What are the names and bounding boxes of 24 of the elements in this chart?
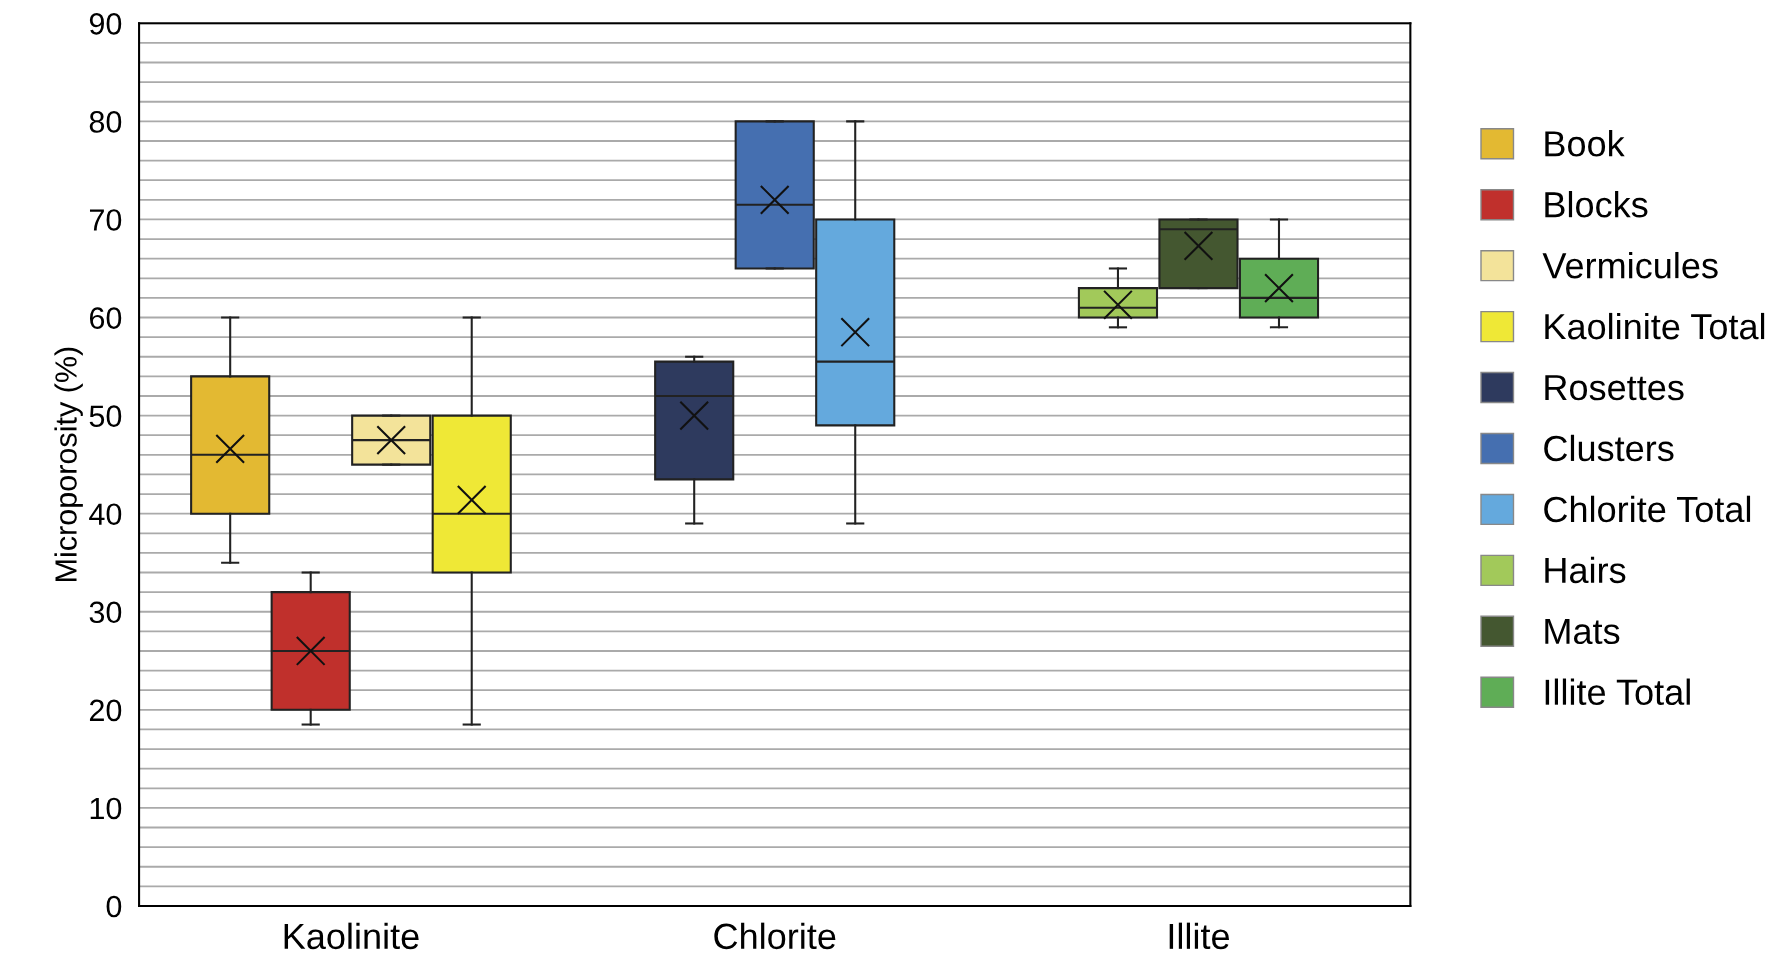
y-tick-label: 80: [89, 111, 122, 133]
y-tick-label: 20: [89, 699, 122, 722]
y-tick-label: 90: [89, 13, 122, 35]
legend-label: Rosettes: [1545, 375, 1684, 401]
legend-label: Chlorite Total: [1544, 495, 1751, 523]
y-tick-label: 10: [90, 797, 122, 820]
x-tick-label: Kaolinite: [284, 922, 419, 950]
legend-label: Kaolinite Total: [1545, 312, 1765, 340]
y-tick-label: 50: [89, 405, 122, 427]
legend-label: Hairs: [1545, 556, 1626, 584]
y-tick-label: 70: [89, 209, 122, 231]
legend-label: Clusters: [1544, 434, 1674, 462]
y-tick-label: 0: [106, 895, 122, 918]
y-axis-title: Microporosity (%): [54, 347, 83, 581]
y-tick-label: 60: [89, 307, 122, 329]
legend-label: Mats: [1545, 618, 1620, 645]
legend-label: Vermicules: [1542, 251, 1718, 279]
x-tick-label: Illite: [1169, 922, 1229, 950]
legend-label: Book: [1545, 130, 1625, 157]
legend-label: Blocks: [1545, 191, 1648, 218]
y-tick-label: 30: [89, 601, 122, 624]
legend-label: Illite Total: [1545, 678, 1690, 706]
x-tick-label: Chlorite: [714, 922, 836, 950]
y-tick-label: 40: [89, 503, 122, 526]
